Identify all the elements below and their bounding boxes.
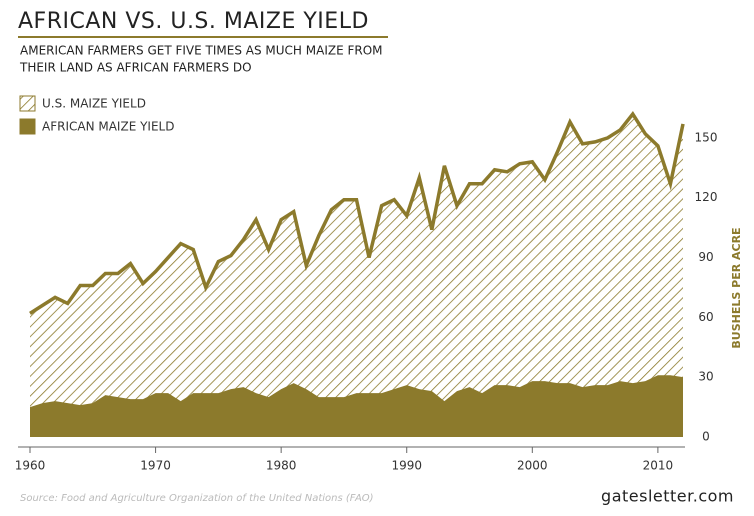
y-tick-label: 120	[695, 190, 718, 204]
line	[29, 110, 685, 315]
x-tick-label: 1970	[140, 459, 171, 473]
x-tick-label: 2000	[517, 459, 548, 473]
y-tick-label: 150	[695, 130, 718, 144]
source: Source: Food and Agriculture Organizatio…	[20, 493, 374, 504]
y-tick-label: 90	[698, 250, 713, 264]
y-tick-label: 30	[698, 370, 713, 384]
area	[30, 375, 683, 437]
subtitle: AMERICAN FARMERS GET FIVE TIMES AS MUCH …	[20, 44, 383, 58]
y-tick-label: 60	[698, 310, 713, 324]
legend-label: U.S. MAIZE YIELD	[42, 97, 146, 111]
x-tick-label: 1980	[266, 459, 297, 473]
chart-title: AFRICAN VS. U.S. MAIZE YIELD	[18, 9, 369, 34]
area	[30, 113, 683, 438]
x-tick-label: 2010	[643, 459, 674, 473]
subtitle: THEIR LAND AS AFRICAN FARMERS DO	[19, 61, 252, 75]
y-axis-label: BUSHELS PER ACRE	[730, 227, 743, 348]
legend-label: AFRICAN MAIZE YIELD	[42, 120, 174, 134]
legend-swatch	[19, 118, 36, 135]
y-tick-label: 0	[702, 430, 710, 444]
legend-swatch	[19, 95, 36, 112]
x-tick-label: 1990	[391, 459, 422, 473]
credit: gatesletter.com	[601, 487, 734, 506]
x-tick-label: 1960	[15, 459, 46, 473]
